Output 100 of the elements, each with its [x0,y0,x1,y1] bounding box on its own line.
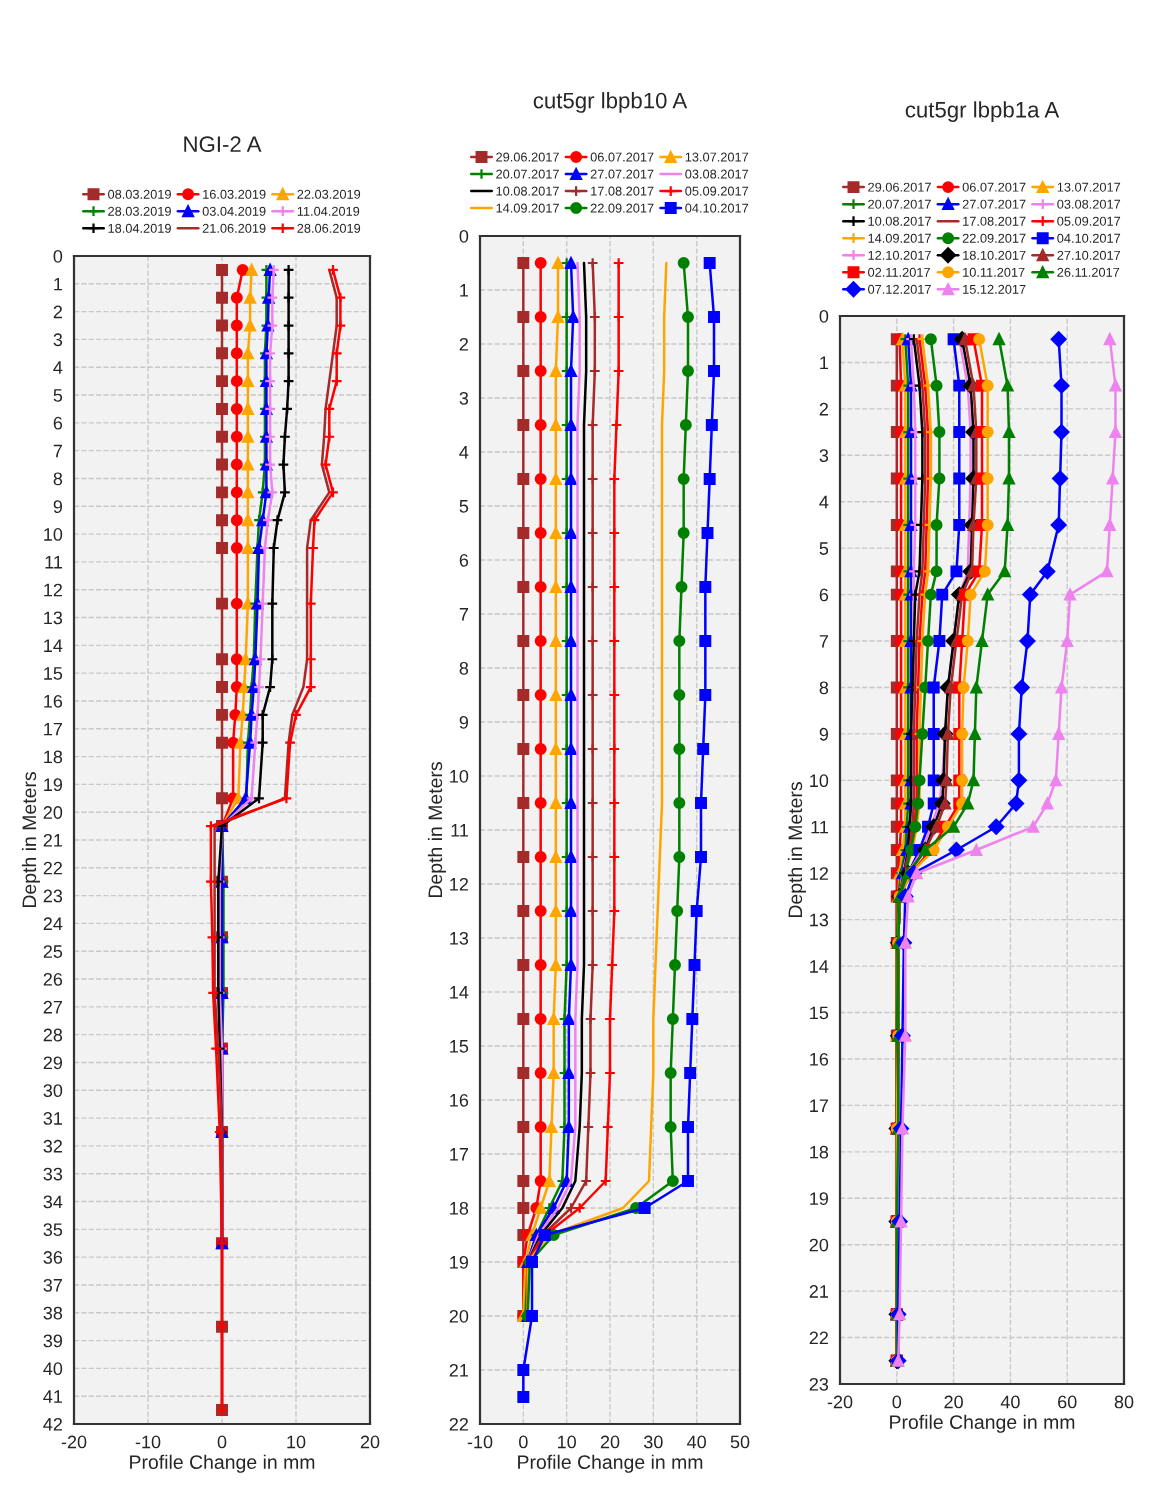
y-tick-label: 14 [450,986,469,999]
y-tick-label: 14 [810,960,829,973]
y-tick-label: 2 [53,305,62,319]
y-tick-label: 4 [459,446,469,459]
y-tick-label: 0 [53,249,63,263]
y-tick-label: 27 [43,1000,62,1014]
y-tick-label: 8 [459,661,469,675]
x-tick-label: 40 [1000,1395,1020,1409]
y-tick-label: 8 [53,472,63,486]
y-tick-label: 7 [53,444,62,458]
y-tick-label: 11 [811,820,829,834]
y-tick-label: 16 [810,1052,829,1066]
y-tick-label: 4 [819,495,829,509]
y-tick-label: 9 [459,715,469,729]
x-tick-label: -20 [827,1395,853,1409]
y-tick-label: 18 [44,750,63,764]
y-tick-label: 29 [43,1056,63,1070]
y-tick-label: 18 [810,1145,829,1159]
x-tick-label: 80 [1114,1395,1134,1409]
y-tick-label: 40 [43,1362,63,1376]
y-tick-label: 34 [43,1195,63,1209]
y-tick-label: 20 [809,1238,829,1252]
y-tick-label: 6 [819,588,829,602]
y-tick-label: 24 [43,917,63,930]
y-tick-label: 10 [810,774,829,788]
x-axis-title: Profile Change in mm [130,1454,315,1473]
y-tick-label: 39 [43,1334,63,1348]
x-axis-title: Profile Change in mm [890,1414,1075,1433]
y-tick-label: 20 [43,806,63,819]
y-tick-label: 38 [43,1306,63,1320]
y-tick-label: 13 [44,611,63,625]
y-tick-label: 11 [451,824,469,837]
y-tick-label: 12 [44,583,62,597]
y-tick-label: 22 [809,1331,828,1345]
x-tick-label: 20 [944,1395,963,1409]
y-tick-label: 13 [450,931,469,945]
y-tick-label: 41 [43,1390,63,1403]
y-tick-label: 20 [449,1309,469,1323]
y-tick-label: 32 [43,1139,62,1153]
y-axis-title: Depth in Meters [21,772,41,908]
chart-title: NGI-2 A [184,136,262,153]
y-tick-label: 30 [43,1084,63,1098]
y-tick-label: 17 [450,1148,468,1161]
y-tick-label: 17 [44,722,62,736]
y-tick-label: 17 [810,1099,828,1112]
x-tick-label: 50 [730,1435,750,1449]
y-tick-label: 21 [43,833,63,847]
x-tick-label: 20 [600,1435,620,1449]
chart-title: cut5gr lbpb1a A [905,101,1060,122]
y-tick-label: 28 [43,1028,63,1042]
x-tick-label: 60 [1058,1395,1077,1409]
y-tick-label: 14 [44,639,63,652]
y-tick-label: 21 [449,1363,469,1377]
x-tick-label: 0 [892,1395,902,1409]
y-tick-label: 1 [460,284,469,297]
y-tick-label: 10 [44,528,63,541]
x-tick-label: 30 [643,1435,663,1449]
y-tick-label: 18 [450,1201,469,1215]
y-tick-label: 0 [459,229,469,243]
x-tick-label: 10 [558,1435,576,1449]
y-tick-label: 1 [820,356,829,369]
y-tick-label: 15 [450,1040,469,1053]
y-tick-label: 8 [819,681,829,695]
y-tick-label: 5 [53,389,63,402]
y-tick-label: 3 [53,333,63,347]
x-tick-label: 20 [360,1435,380,1449]
y-tick-label: 11 [45,556,63,569]
y-tick-label: 9 [819,727,829,741]
y-tick-label: 16 [450,1093,469,1107]
y-tick-label: 12 [450,877,468,891]
y-tick-label: 33 [43,1167,63,1181]
y-tick-label: 6 [459,553,469,567]
y-tick-label: 26 [43,972,63,986]
y-tick-label: 0 [819,309,829,323]
y-tick-label: 3 [819,449,829,463]
x-axis-title: Profile Change in mm [518,1454,703,1473]
y-tick-label: 3 [459,391,469,405]
y-tick-label: 19 [810,1192,829,1205]
y-tick-label: 23 [43,889,63,903]
x-tick-label: 0 [217,1435,227,1449]
y-tick-label: 7 [459,608,468,621]
y-tick-label: 15 [44,667,63,680]
y-tick-label: 12 [810,867,828,880]
y-tick-label: 5 [819,542,829,555]
y-tick-label: 13 [810,913,829,927]
y-tick-label: 21 [809,1285,829,1298]
chart-title: cut5gr lbpb10 A [533,92,688,113]
y-tick-label: 31 [43,1112,63,1125]
y-tick-label: 6 [53,416,63,430]
y-tick-label: 22 [43,861,62,875]
y-tick-label: 10 [450,769,469,783]
y-tick-label: 19 [44,778,63,792]
y-tick-label: 35 [43,1223,63,1237]
y-tick-label: 2 [819,402,828,416]
x-tick-label: -20 [61,1435,87,1449]
y-tick-label: 25 [43,945,63,958]
y-tick-label: 2 [459,337,468,351]
y-tick-label: 7 [819,635,828,648]
y-tick-label: 23 [809,1377,829,1391]
y-axis-title: Depth in Meters [787,782,807,918]
